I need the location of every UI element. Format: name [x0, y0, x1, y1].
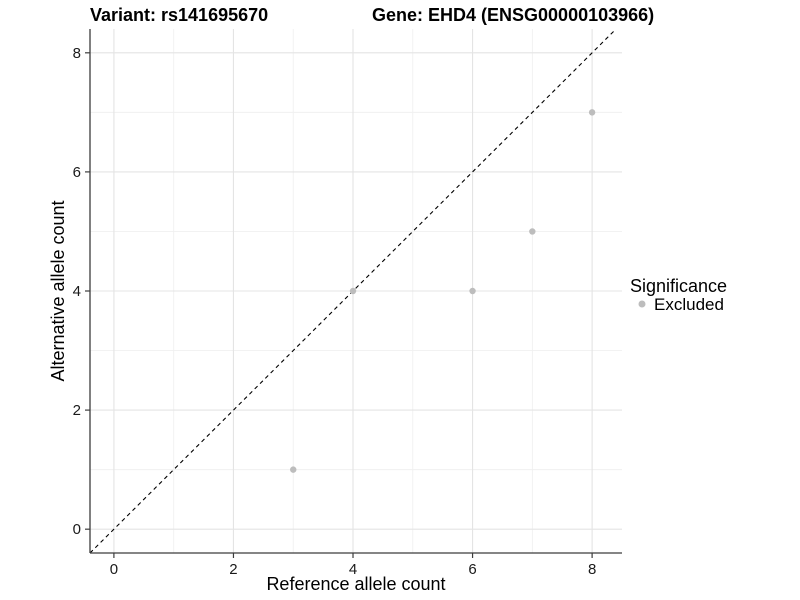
data-point	[290, 466, 297, 473]
axis-tick-labels: 0 2 4 6 8 0 2 4 6 8	[73, 45, 597, 578]
plot-title-gene: Gene: EHD4 (ENSG00000103966)	[372, 5, 655, 25]
y-tick-label: 6	[73, 164, 81, 181]
x-tick-label: 2	[229, 561, 237, 578]
data-points-layer	[290, 109, 596, 473]
legend-entry-label: Excluded	[654, 295, 724, 314]
data-point	[588, 109, 596, 116]
y-tick-label: 2	[73, 402, 81, 419]
y-axis-title: Alternative allele count	[48, 200, 68, 381]
x-tick-label: 0	[110, 561, 118, 578]
legend-title: Significance	[630, 276, 727, 296]
data-point	[529, 228, 536, 235]
y-tick-label: 8	[73, 45, 81, 62]
data-point	[349, 287, 357, 295]
legend: Significance Excluded	[630, 276, 727, 314]
axis-ticks	[85, 52, 593, 558]
x-axis-title: Reference allele count	[266, 574, 445, 594]
x-tick-label: 8	[588, 561, 596, 578]
legend-key-dot	[638, 300, 646, 308]
y-tick-label: 0	[73, 521, 81, 538]
y-tick-label: 4	[73, 283, 81, 300]
data-point	[469, 287, 476, 295]
x-tick-label: 6	[468, 561, 476, 578]
x-tick-label: 4	[349, 561, 357, 578]
plot-title-variant: Variant: rs141695670	[90, 5, 269, 25]
